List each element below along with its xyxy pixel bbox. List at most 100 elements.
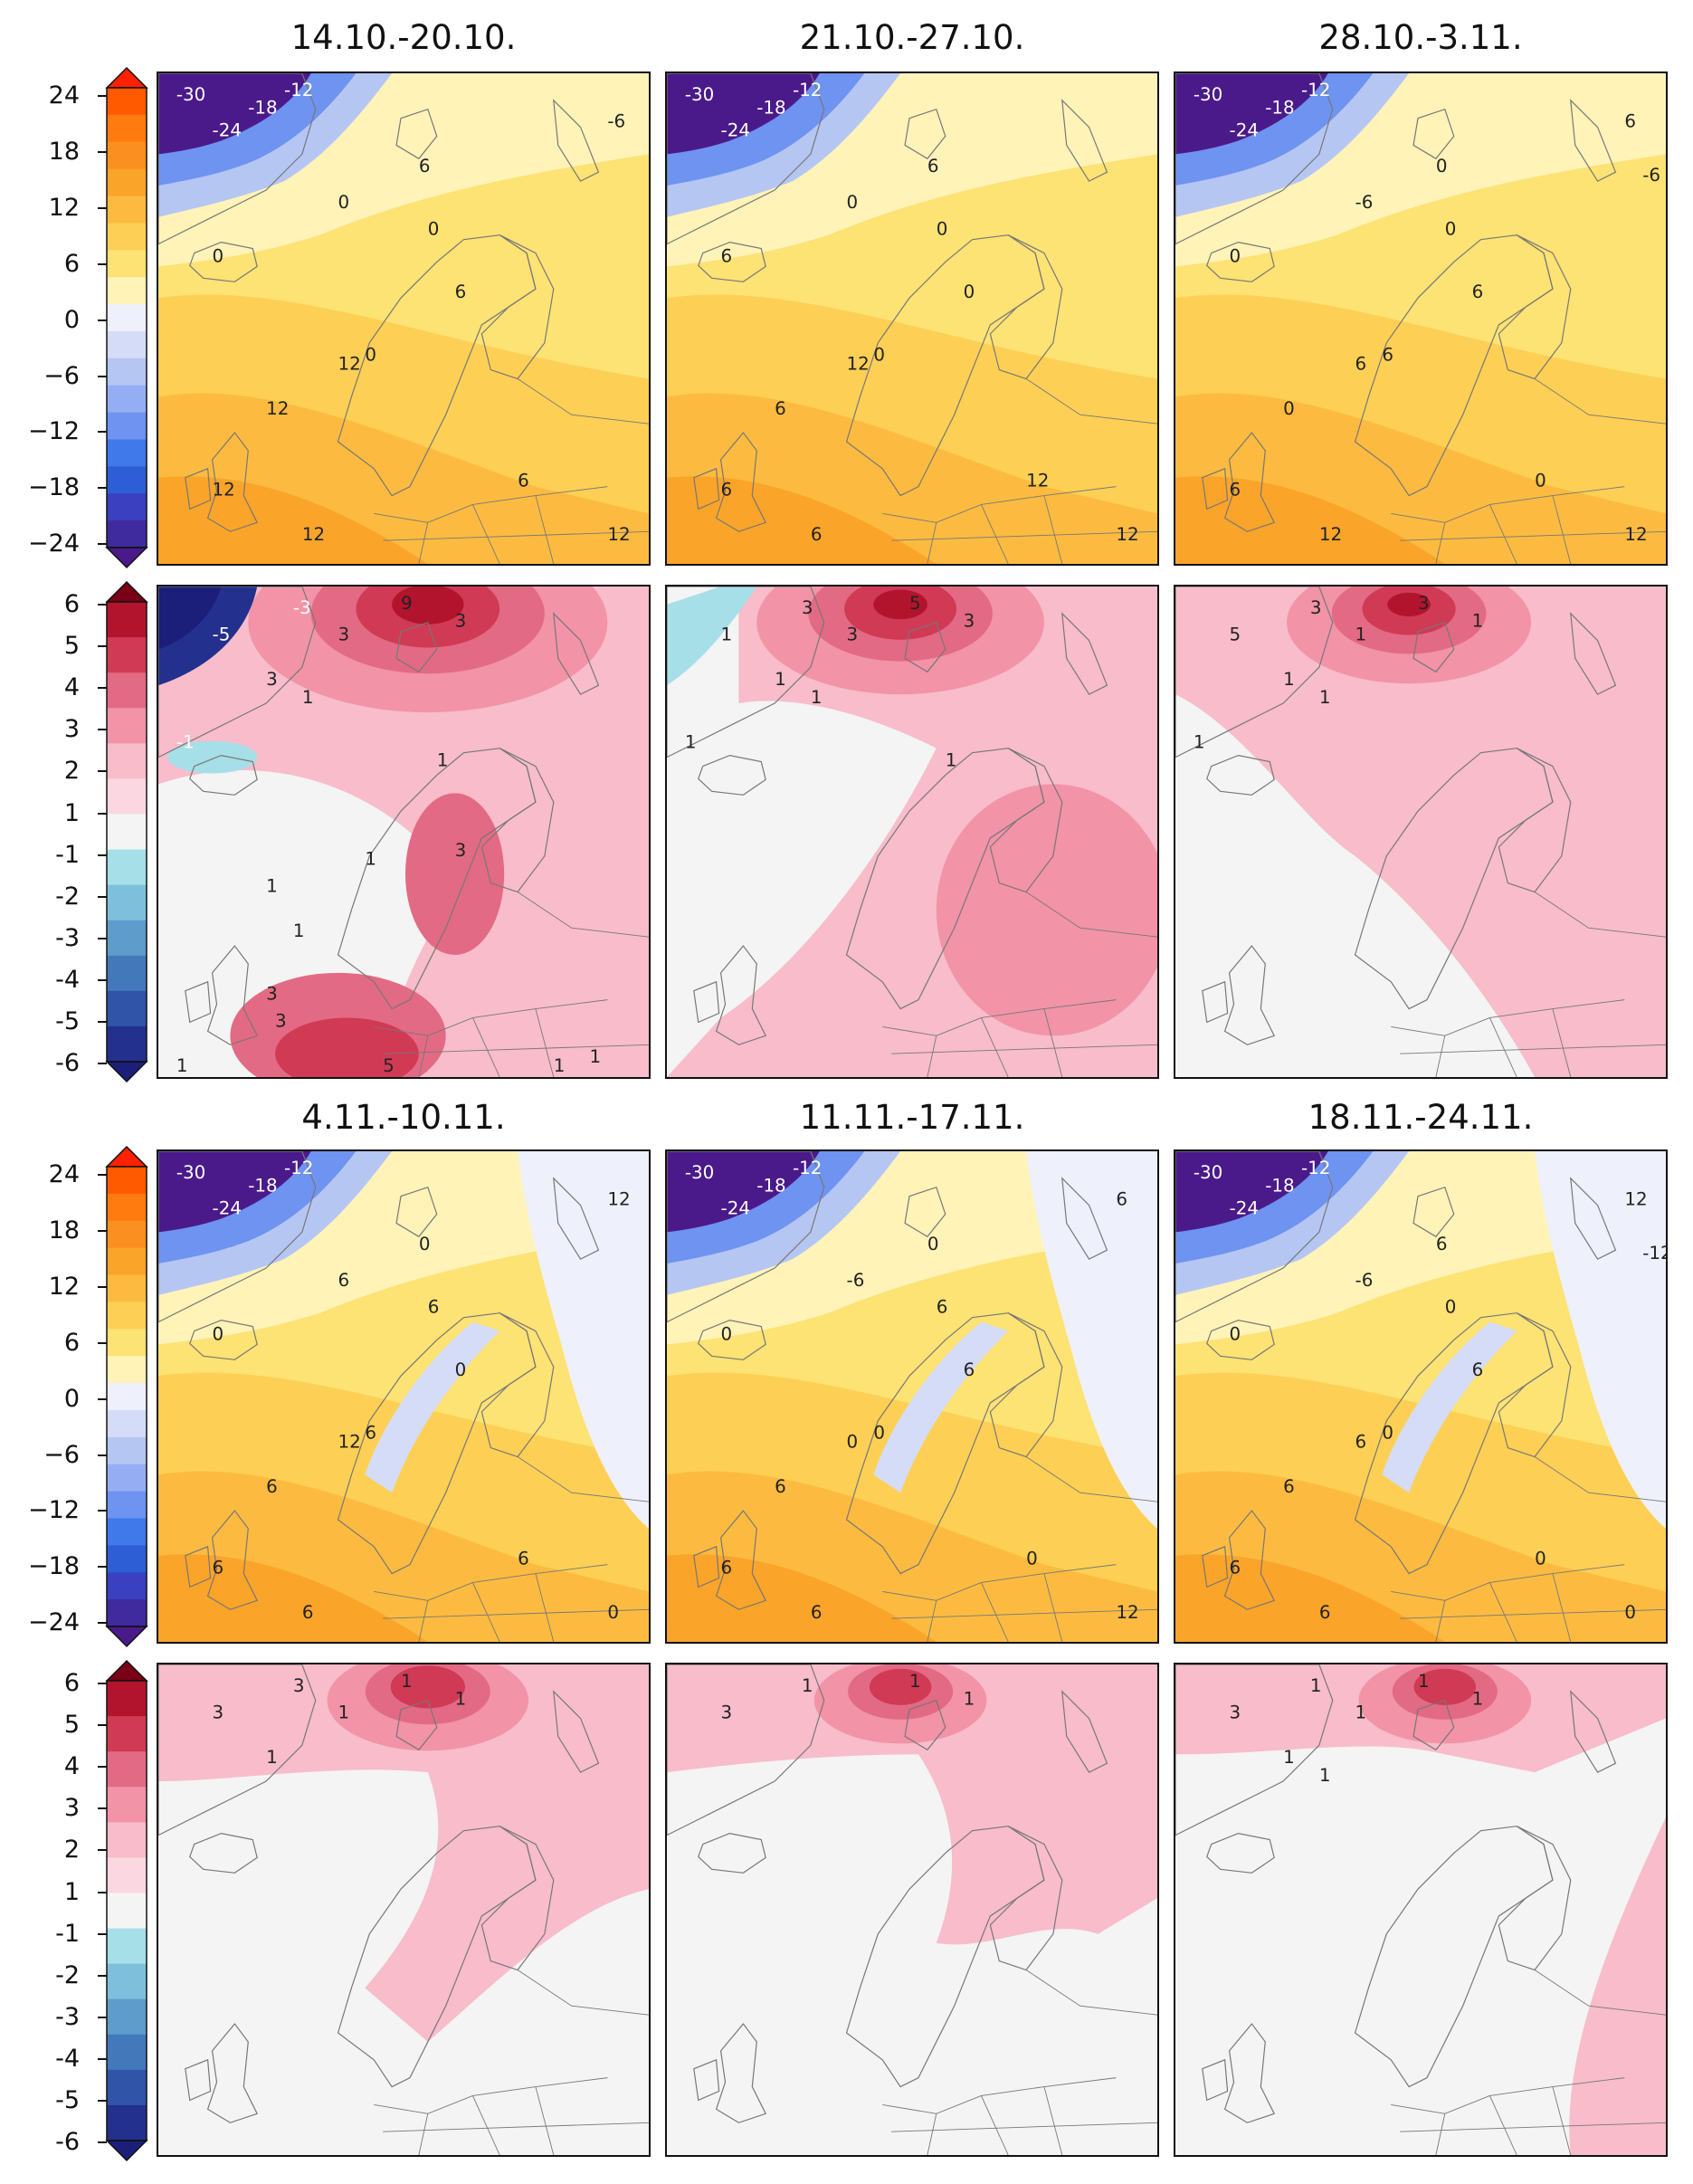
temp-band (667, 476, 937, 564)
colorbar-tick-mark (98, 1063, 107, 1065)
colorbar-swatch (107, 1893, 147, 1930)
coast-iceland (698, 242, 766, 282)
colorbar-tick-label: 5 (63, 632, 80, 661)
contour-label: -18 (1265, 98, 1294, 119)
colorbar-swatch (107, 849, 147, 886)
colorbar-tick-mark (98, 375, 107, 377)
colorbar-tick-mark (98, 262, 107, 265)
contour-label: -6 (847, 1270, 865, 1291)
colorbar-swatch (107, 1857, 147, 1894)
temp-band (158, 476, 428, 564)
contour-label: 0 (607, 1602, 619, 1623)
coast-finland (1498, 1312, 1572, 1458)
contour-label: -5 (213, 625, 231, 645)
contour-label: 0 (721, 1323, 733, 1344)
country-border (383, 1044, 649, 1054)
country-border (383, 530, 649, 541)
coast-greenland (158, 1664, 317, 1836)
contour-label: 6 (721, 1558, 733, 1578)
colorbar-swatch (107, 1599, 147, 1627)
contour-label: 0 (1230, 1323, 1241, 1344)
contour-label: -30 (685, 84, 714, 105)
temp-band (1382, 1321, 1517, 1493)
country-border (981, 1017, 1009, 1077)
colorbar-tick-mark (98, 1766, 107, 1769)
colorbar-swatch (107, 1247, 147, 1276)
coast-finland (480, 748, 555, 893)
coast-svalbard (904, 108, 946, 160)
colorbar-swatch (107, 1963, 147, 2000)
coast-ireland (1202, 2058, 1229, 2102)
colorbar-tick-mark (98, 1807, 107, 1810)
temp-map-5: -30 -24 -18 -12 -6 0 0 6 6 0 6 0 6 0 12 6 6 (665, 1149, 1159, 1644)
coast-svalbard (395, 1186, 438, 1238)
colorbar-tick-label: -1 (55, 840, 80, 869)
contour-label: 12 (1624, 1189, 1647, 1210)
colorbar-tick-mark (98, 1229, 107, 1232)
contour-label: 1 (266, 876, 278, 897)
contour-label: 0 (428, 219, 440, 240)
coast-novaya (1570, 99, 1617, 182)
contour-label: 1 (266, 1747, 278, 1768)
colorbar-tick-mark (98, 895, 107, 898)
colorbar-tick-mark (98, 319, 107, 321)
contour-label: 6 (1230, 480, 1241, 501)
coast-iceland (698, 1833, 766, 1874)
contour-label: 1 (1283, 1747, 1295, 1768)
contour-label: 6 (1230, 1558, 1241, 1578)
country-border (1025, 892, 1157, 938)
colorbar-tick-mark (98, 1454, 107, 1456)
country-border (535, 2086, 555, 2155)
coast-ireland (185, 2058, 212, 2102)
title-1: 14.10.-20.10. (290, 18, 517, 57)
temp-map-3: -30 -24 -18 -12 -6 0 0 0 6 6 0 6 6 0 12 12 6 -6 (1174, 72, 1668, 566)
contour-label: -6 (1355, 192, 1374, 213)
contour-label: 5 (1230, 625, 1241, 645)
colorbar-tick-mark (98, 95, 107, 97)
coast-novaya (1061, 99, 1108, 182)
country-border (1552, 2086, 1572, 2155)
contour-label: 1 (946, 750, 957, 771)
colorbar-tick-mark (98, 543, 107, 546)
contour-label: -3 (293, 597, 311, 618)
contour-label: 1 (401, 1671, 413, 1692)
contour-label: 6 (721, 480, 733, 501)
country-border (1489, 2095, 1517, 2155)
coast-greenland (667, 587, 825, 758)
colorbar-tick-label: 1 (63, 1877, 80, 1906)
anom-band (936, 784, 1157, 1036)
contour-label: 1 (589, 1046, 601, 1067)
coast-britain (715, 945, 767, 1045)
colorbar-tick-label: 2 (63, 1836, 80, 1865)
contour-label: 12 (1624, 524, 1647, 545)
contour-label: 3 (847, 625, 859, 645)
contour-label: 0 (937, 219, 948, 240)
colorbar-swatch (107, 520, 147, 548)
colorbar-tick-label: 6 (63, 1669, 80, 1697)
colorbar-swatch (107, 466, 147, 494)
colorbar-swatch (107, 141, 147, 170)
colorbar-tick-label: −12 (28, 1496, 80, 1525)
coast-svalbard (904, 1186, 946, 1238)
country-border (981, 1582, 1009, 1642)
coastlines (1175, 1151, 1666, 1642)
country-border (1391, 2077, 1625, 2114)
contour-label: 0 (847, 1432, 859, 1453)
colorbar-tick-label: 18 (48, 1216, 80, 1245)
colorbar-tick-label: 6 (63, 1328, 80, 1357)
contour-label: 6 (338, 1270, 350, 1291)
contour-label: 0 (964, 281, 975, 302)
country-border (374, 2077, 608, 2114)
contour-label: 0 (873, 345, 885, 366)
coast-novaya (1061, 1690, 1108, 1773)
contour-label: 3 (338, 625, 350, 645)
coast-svalbard (395, 621, 438, 673)
coast-greenland (667, 1664, 825, 1836)
contour-label: 1 (1194, 732, 1205, 753)
colorbar-frame (106, 601, 147, 1063)
country-border (1534, 1969, 1666, 2016)
colorbar-tick-mark (98, 1622, 107, 1625)
